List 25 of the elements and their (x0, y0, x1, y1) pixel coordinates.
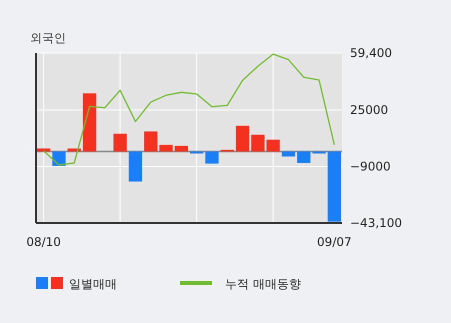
bar (144, 131, 158, 152)
y-tick-label: −9000 (350, 159, 391, 174)
bar (236, 126, 250, 152)
line-series (43, 54, 335, 166)
x-tick-label: 08/10 (26, 235, 61, 249)
bar (251, 134, 265, 152)
bar (205, 152, 219, 164)
x-tick-label: 09/07 (317, 235, 352, 249)
chart-title: 외국인 (30, 31, 66, 45)
legend-label: 누적 매매동향 (225, 277, 301, 291)
bar (82, 93, 96, 152)
y-tick-label: 59,400 (350, 46, 392, 60)
bar (159, 144, 173, 152)
bar (68, 148, 81, 152)
bar (174, 146, 188, 152)
bar (128, 152, 142, 182)
y-tick-label: 25000 (350, 103, 388, 118)
y-tick-label: −43,100 (350, 216, 402, 230)
bar (266, 140, 280, 152)
bar (282, 152, 296, 156)
bar (113, 134, 127, 152)
bar (36, 148, 50, 152)
legend-label: 일별매매 (69, 277, 117, 291)
bar (328, 152, 342, 222)
bar (297, 152, 310, 163)
